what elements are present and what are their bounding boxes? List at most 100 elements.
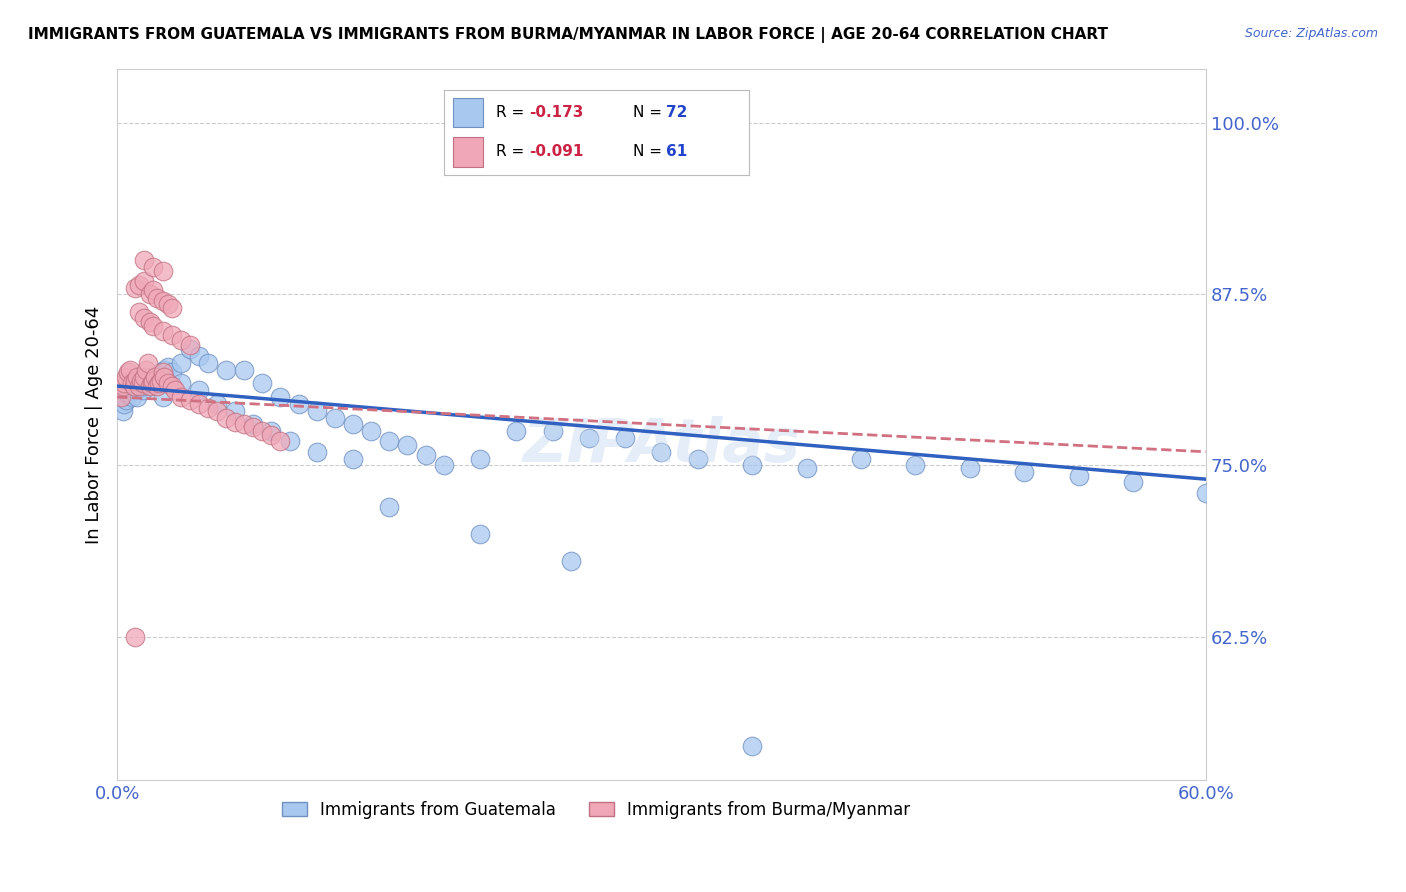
Point (179, 392, 201, 407)
Point (160, 301, 183, 315)
Point (122, 379, 145, 393)
Point (118, 383, 141, 397)
Legend: Immigrants from Guatemala, Immigrants from Burma/Myanmar: Immigrants from Guatemala, Immigrants fr… (276, 794, 917, 825)
Point (278, 434, 301, 448)
Point (260, 428, 283, 442)
Y-axis label: In Labor Force | Age 20-64: In Labor Force | Age 20-64 (86, 305, 103, 543)
Point (242, 417, 264, 432)
Point (796, 461, 818, 475)
Point (378, 500, 401, 514)
Point (187, 397, 209, 411)
Text: ZIPAtlas: ZIPAtlas (523, 417, 800, 475)
Point (233, 362, 256, 376)
Point (160, 328, 183, 343)
Point (468, 451, 491, 466)
Point (342, 417, 364, 432)
Point (114, 376, 136, 391)
Point (650, 444, 672, 458)
Point (146, 376, 169, 391)
Point (160, 365, 183, 379)
Point (187, 349, 209, 363)
Point (152, 324, 174, 338)
Point (179, 342, 201, 356)
Point (131, 383, 153, 397)
Point (142, 260, 165, 274)
Point (233, 417, 256, 432)
Point (142, 318, 165, 333)
Point (224, 415, 246, 429)
Point (124, 280, 146, 294)
Point (143, 369, 166, 384)
Point (148, 376, 170, 391)
Text: Source: ZipAtlas.com: Source: ZipAtlas.com (1244, 27, 1378, 40)
Point (134, 310, 156, 325)
Point (129, 376, 152, 391)
Point (135, 362, 157, 376)
Point (118, 362, 141, 376)
Point (134, 379, 156, 393)
Point (505, 424, 527, 438)
Point (686, 451, 709, 466)
Point (260, 424, 283, 438)
Point (215, 362, 238, 376)
Point (139, 374, 162, 388)
Text: IMMIGRANTS FROM GUATEMALA VS IMMIGRANTS FROM BURMA/MYANMAR IN LABOR FORCE | AGE : IMMIGRANTS FROM GUATEMALA VS IMMIGRANTS … (28, 27, 1108, 43)
Point (433, 458, 456, 473)
Point (127, 369, 149, 384)
Point (152, 390, 174, 404)
Point (152, 294, 174, 309)
Point (415, 448, 437, 462)
Point (129, 374, 152, 388)
Point (396, 438, 419, 452)
Point (741, 458, 763, 473)
Point (124, 374, 146, 388)
Point (149, 374, 172, 388)
Point (378, 434, 401, 448)
Point (468, 527, 491, 541)
Point (205, 397, 228, 411)
Point (141, 379, 163, 393)
Point (197, 401, 219, 415)
Point (187, 383, 209, 397)
Point (139, 379, 162, 393)
Point (1122, 475, 1144, 489)
Point (170, 333, 193, 347)
Point (578, 431, 600, 445)
Point (143, 369, 166, 384)
Point (131, 376, 153, 391)
Point (110, 390, 132, 404)
Point (904, 458, 927, 473)
Point (128, 277, 150, 292)
Point (111, 403, 134, 417)
Point (242, 420, 264, 434)
Point (111, 379, 134, 393)
Point (323, 410, 346, 425)
Point (128, 305, 150, 319)
Point (121, 376, 143, 391)
Point (1195, 486, 1218, 500)
Point (121, 390, 143, 404)
Point (252, 424, 274, 438)
Point (153, 369, 176, 384)
Point (117, 387, 139, 401)
Point (115, 369, 138, 384)
Point (146, 292, 169, 306)
Point (142, 374, 165, 388)
Point (152, 365, 174, 379)
Point (179, 338, 201, 352)
Point (156, 297, 179, 311)
Point (170, 390, 193, 404)
Point (141, 376, 163, 391)
Point (360, 424, 382, 438)
Point (114, 397, 136, 411)
Point (153, 362, 176, 376)
Point (142, 376, 165, 391)
Point (139, 315, 162, 329)
Point (110, 390, 132, 404)
Point (134, 253, 156, 268)
Point (269, 434, 291, 448)
Point (139, 287, 162, 301)
Point (136, 376, 159, 391)
Point (342, 451, 364, 466)
Point (541, 424, 564, 438)
